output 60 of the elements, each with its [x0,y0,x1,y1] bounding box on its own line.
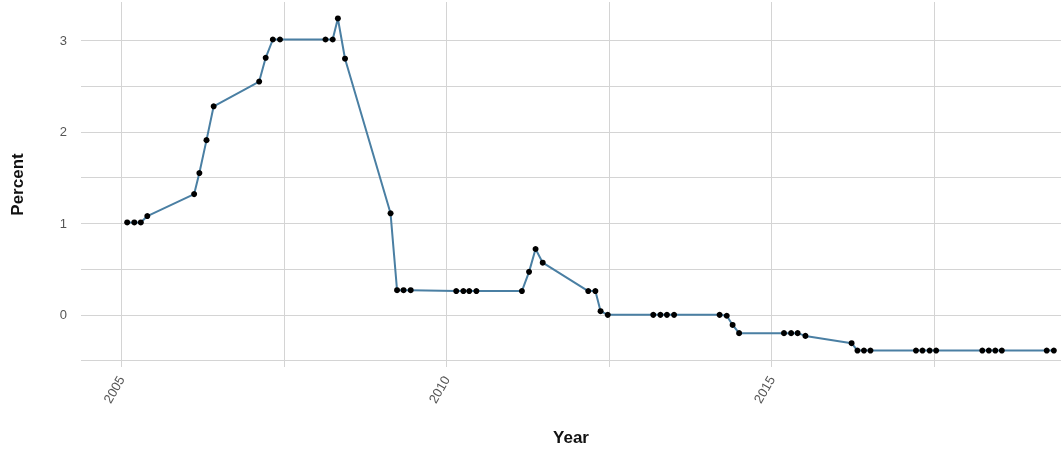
point [329,36,336,43]
point [387,210,394,217]
point [400,287,407,294]
point [854,347,861,354]
point [137,219,144,226]
point [780,330,787,337]
point [592,288,599,295]
point [998,347,1005,354]
point [729,321,736,328]
point [191,191,198,198]
point [532,245,539,252]
y-tick-label: 0 [59,307,67,323]
point [196,170,203,177]
point [269,36,276,43]
point [526,268,533,275]
point [1050,347,1057,354]
y-tick-label: 1 [59,215,67,231]
point [342,55,349,62]
y-axis-title: Percent [8,152,27,216]
point [256,78,263,85]
point [262,54,269,61]
point [124,219,131,226]
point [860,347,867,354]
point [671,311,678,318]
point [919,347,926,354]
point [650,311,657,318]
point [453,288,460,295]
point [407,287,414,294]
point [848,340,855,347]
point [466,288,473,295]
point [788,330,795,337]
point [657,311,664,318]
point [867,347,874,354]
point [716,311,723,318]
point [322,36,329,43]
point [604,311,611,318]
point [802,332,809,339]
point [663,311,670,318]
x-axis-title: Year [553,428,590,447]
y-tick-label: 2 [59,124,67,140]
point [518,288,525,295]
point [277,36,283,43]
point [473,288,480,295]
point [597,308,604,315]
y-tick-label: 3 [59,32,67,48]
point [912,347,919,354]
point [794,330,801,337]
point [460,288,467,295]
point [926,347,933,354]
point [723,312,730,319]
point [334,15,341,22]
point [585,288,592,295]
point [210,103,217,110]
point [933,347,940,354]
point [539,259,546,266]
point [394,287,401,294]
point [203,137,210,144]
point [736,330,743,337]
point [985,347,992,354]
point [144,213,151,220]
